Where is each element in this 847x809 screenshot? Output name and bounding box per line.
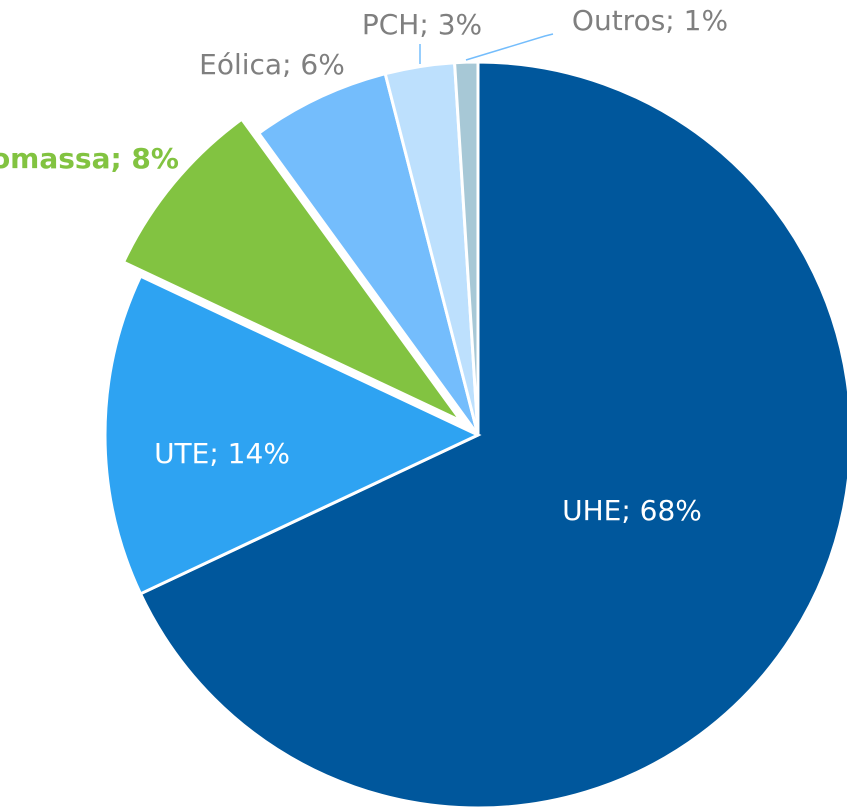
- data-label: Biomassa; 8%: [0, 142, 179, 175]
- pie-slice: [121, 117, 463, 423]
- labels: UHE; 68% UTE; 14% Eólica; 6% PCH; 3% Outros;…: [154, 4, 728, 527]
- data-label: UTE; 14%: [154, 437, 290, 470]
- pie-slice: [138, 60, 847, 809]
- slices: Biomassa; 8%: [0, 60, 847, 809]
- pie-slice: [452, 60, 480, 436]
- data-label: PCH; 3%: [362, 8, 482, 41]
- data-label: UHE; 68%: [562, 494, 702, 527]
- data-label: Outros; 1%: [572, 4, 728, 37]
- pie-slice: [256, 71, 480, 436]
- pie-slice: [103, 274, 482, 596]
- data-label: Eólica; 6%: [199, 48, 345, 81]
- leader-line: [465, 33, 554, 61]
